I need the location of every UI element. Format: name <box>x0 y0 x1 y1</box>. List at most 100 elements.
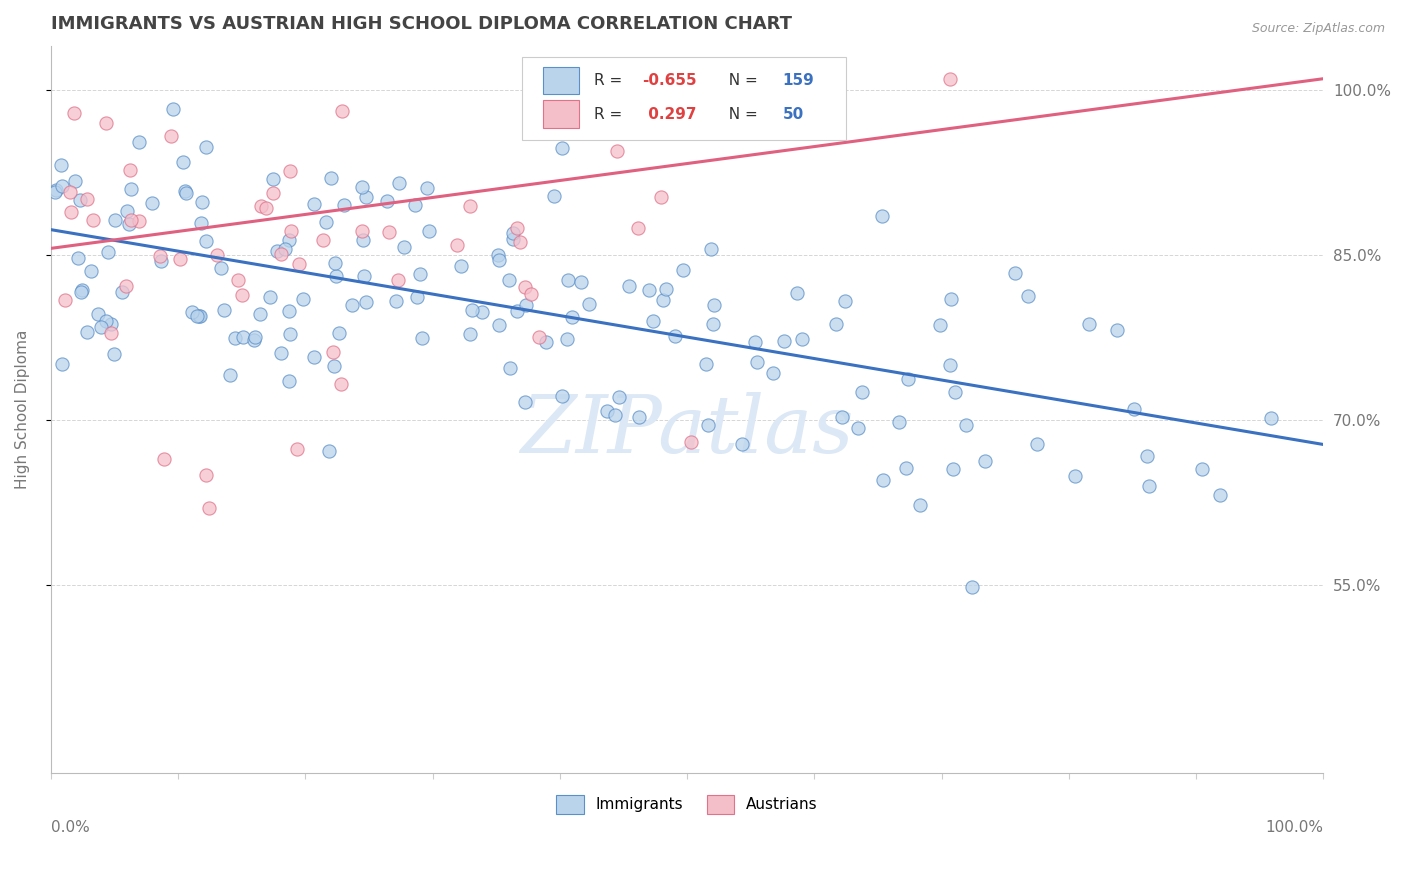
Point <box>571 275 593 289</box>
Point <box>555 332 578 346</box>
Point <box>100 318 122 332</box>
Point <box>100 326 122 340</box>
Point <box>872 474 894 488</box>
Text: 50: 50 <box>783 106 804 121</box>
Point <box>551 141 574 155</box>
Point <box>318 444 340 458</box>
Point <box>509 235 531 249</box>
Point <box>908 498 931 512</box>
Point <box>941 293 963 307</box>
Point <box>700 242 723 256</box>
Point <box>186 310 208 324</box>
Point <box>939 71 962 86</box>
Point <box>897 372 920 386</box>
Point <box>104 213 127 227</box>
Point <box>654 98 676 112</box>
Point <box>578 297 600 311</box>
Point <box>471 305 494 319</box>
Point <box>851 385 873 400</box>
Point <box>277 233 299 247</box>
Point <box>353 269 375 284</box>
Point <box>80 264 103 278</box>
Point <box>506 221 529 235</box>
Point <box>1122 402 1144 417</box>
Point <box>870 209 893 223</box>
Point <box>340 298 363 312</box>
Text: -0.655: -0.655 <box>643 73 697 88</box>
Point <box>172 154 194 169</box>
Point <box>209 260 232 275</box>
Point <box>187 309 209 323</box>
Point <box>943 385 966 400</box>
Point <box>118 163 141 178</box>
Point <box>243 330 266 344</box>
Point <box>488 253 510 268</box>
Point <box>534 335 557 350</box>
Point <box>259 290 281 304</box>
Point <box>515 298 537 312</box>
Text: Source: ZipAtlas.com: Source: ZipAtlas.com <box>1251 22 1385 36</box>
Point <box>627 410 650 425</box>
Point <box>1191 462 1213 476</box>
Point <box>695 357 717 371</box>
Point <box>330 103 353 118</box>
Point <box>388 176 411 190</box>
FancyBboxPatch shape <box>522 56 846 140</box>
Point <box>94 116 117 130</box>
Point <box>72 284 94 298</box>
Point <box>747 355 769 369</box>
Point <box>292 292 315 306</box>
Point <box>606 144 628 158</box>
Point <box>195 140 218 154</box>
Point <box>406 290 429 304</box>
Point <box>103 347 125 361</box>
Point <box>174 185 197 199</box>
Point <box>350 180 373 194</box>
Point <box>302 197 325 211</box>
Point <box>323 359 346 373</box>
Point <box>1105 323 1128 337</box>
Point <box>671 263 693 277</box>
Point <box>174 186 197 200</box>
Point <box>896 461 918 475</box>
Point <box>231 288 253 302</box>
Point <box>67 252 90 266</box>
Point <box>304 350 326 364</box>
Point <box>772 334 794 349</box>
Point <box>162 102 184 116</box>
Legend: Immigrants, Austrians: Immigrants, Austrians <box>550 789 824 820</box>
Point <box>312 233 335 247</box>
Point <box>274 242 297 256</box>
Point <box>190 216 212 230</box>
Point <box>285 442 308 457</box>
Point <box>1078 318 1101 332</box>
Point <box>323 255 346 269</box>
Point <box>153 452 176 467</box>
Point <box>90 320 112 334</box>
Point <box>962 580 984 594</box>
Point <box>762 366 785 380</box>
Text: 0.297: 0.297 <box>643 106 696 121</box>
Point <box>149 249 172 263</box>
Point <box>232 330 254 344</box>
Point <box>703 298 725 312</box>
Point <box>450 259 472 273</box>
Point <box>486 247 509 261</box>
Point <box>120 212 142 227</box>
Point <box>159 129 181 144</box>
Point <box>955 418 977 433</box>
Point <box>513 394 536 409</box>
Point <box>194 235 217 249</box>
Point <box>561 310 583 324</box>
Point <box>1260 411 1282 425</box>
Point <box>262 172 284 186</box>
Point <box>929 318 952 333</box>
Point <box>270 346 292 360</box>
Point <box>502 231 524 245</box>
Point <box>197 501 219 516</box>
Point <box>411 331 433 345</box>
Point <box>224 331 246 345</box>
Point <box>731 436 754 450</box>
Point <box>180 305 202 319</box>
Point <box>332 198 354 212</box>
